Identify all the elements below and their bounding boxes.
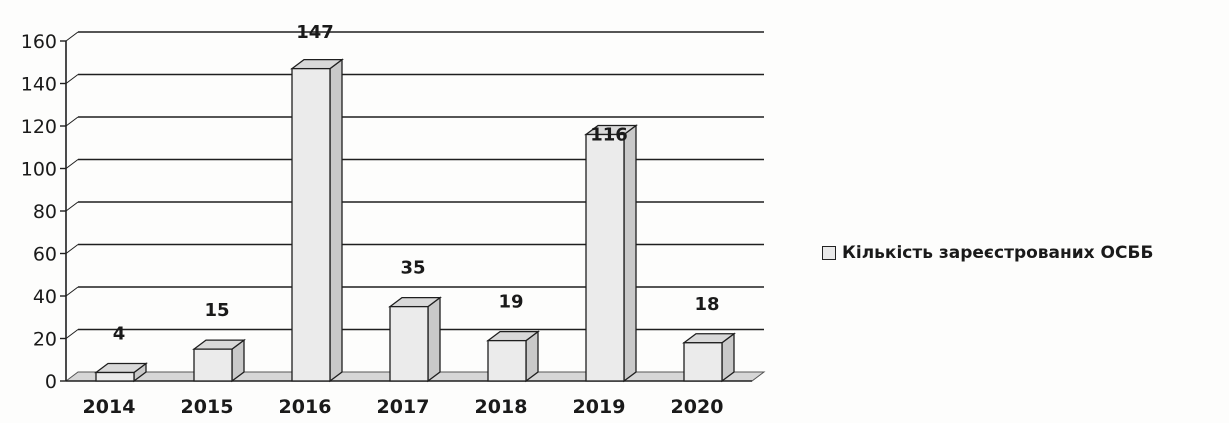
x-tick-label: 2019 — [573, 396, 626, 418]
legend-swatch — [822, 246, 836, 260]
gridline-edge — [65, 74, 79, 84]
y-tick-label: 160 — [21, 31, 57, 53]
gridline-edge — [65, 31, 79, 42]
gridline-edge — [65, 329, 79, 339]
bar — [683, 342, 723, 382]
data-label: 4 — [113, 324, 126, 345]
bar — [585, 133, 625, 382]
gridline-edge — [65, 244, 79, 254]
x-tick-label: 2018 — [475, 396, 528, 418]
x-tick-label: 2015 — [181, 396, 234, 418]
x-tick-label: 2017 — [377, 396, 430, 418]
data-label: 15 — [204, 300, 229, 321]
y-tick-label: 100 — [21, 159, 57, 181]
gridline-edge — [65, 201, 79, 212]
y-tick-label: 40 — [33, 286, 57, 308]
y-tick-label: 20 — [33, 329, 57, 351]
bar-side — [623, 124, 637, 383]
gridline-edge — [65, 286, 79, 297]
bar — [291, 67, 331, 382]
data-label: 35 — [400, 258, 425, 279]
y-tick-label: 60 — [33, 244, 57, 266]
data-label: 18 — [694, 294, 719, 315]
bar-side — [329, 58, 343, 383]
bar — [389, 305, 429, 382]
x-tick-label: 2014 — [83, 396, 136, 418]
bar-side — [427, 296, 441, 383]
data-label: 147 — [296, 22, 334, 43]
bar — [95, 371, 135, 382]
gridline-edge — [65, 159, 79, 169]
legend-label: Кількість зареєстрованих ОСББ — [842, 243, 1154, 263]
x-tick-label: 2016 — [279, 396, 332, 418]
y-tick-label: 140 — [21, 74, 57, 96]
data-label: 19 — [498, 292, 523, 313]
y-tick-label: 120 — [21, 116, 57, 138]
data-label: 116 — [590, 125, 628, 146]
legend: Кількість зареєстрованих ОСББ — [822, 243, 1153, 263]
gridline-edge — [65, 116, 79, 127]
bar — [193, 348, 233, 382]
x-tick-label: 2020 — [671, 396, 724, 418]
y-tick-label: 0 — [45, 371, 57, 393]
y-tick-label: 80 — [33, 201, 57, 223]
bar — [487, 339, 527, 382]
